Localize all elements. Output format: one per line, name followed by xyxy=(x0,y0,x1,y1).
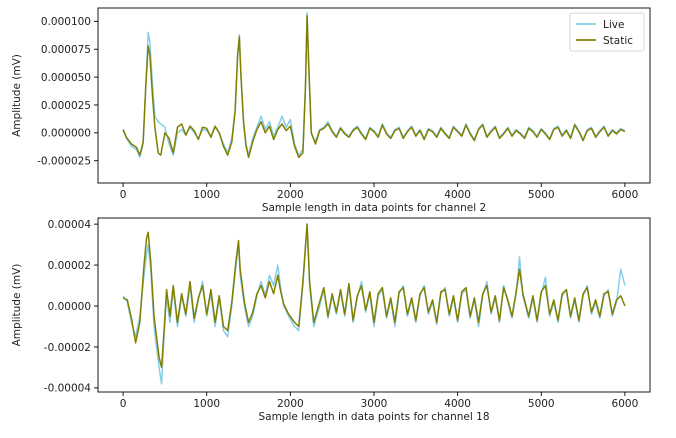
series-line-static xyxy=(122,15,626,159)
x-tick-label: 1000 xyxy=(193,398,220,410)
plot-frame xyxy=(97,7,651,184)
x-tick-label: 5000 xyxy=(528,189,555,201)
x-tick-label: 0 xyxy=(120,398,127,410)
x-tick-label: 2000 xyxy=(277,398,304,410)
ticks: 0 1000 2000 3000 4000 5000 6000 -0.00004 -0.0000… xyxy=(44,219,638,410)
y-tick-label: 0.000025 xyxy=(41,100,91,112)
x-tick-label: 2000 xyxy=(277,189,304,201)
legend-label-live: Live xyxy=(603,19,624,31)
x-tick-label: 5000 xyxy=(528,398,555,410)
y-tick-label: 0.000100 xyxy=(41,16,91,28)
y-axis-label: Amplitude (mV) xyxy=(11,54,23,137)
ticks: 0 1000 2000 3000 4000 5000 6000 -0.000025 0.0000… xyxy=(37,16,638,201)
x-axis-label: Sample length in data points for channel… xyxy=(258,411,489,423)
y-tick-label: 0.00002 xyxy=(48,260,91,272)
y-tick-label: 0.000000 xyxy=(41,128,91,140)
y-tick-label: -0.000025 xyxy=(37,156,91,168)
subplot-channel-18: 0 1000 2000 3000 4000 5000 6000 -0.00004 -0.0000… xyxy=(11,217,651,423)
series-layer xyxy=(122,223,626,385)
series-line-static xyxy=(122,223,626,369)
series-layer xyxy=(122,11,626,159)
x-tick-label: 4000 xyxy=(444,189,471,201)
x-tick-label: 3000 xyxy=(361,189,388,201)
y-tick-label: 0.000050 xyxy=(41,72,91,84)
subplot-channel-2: 0 1000 2000 3000 4000 5000 6000 -0.000025 0.0000… xyxy=(11,7,651,214)
y-tick-label: -0.00002 xyxy=(44,342,91,354)
legend-box xyxy=(569,12,645,52)
y-tick-label: 0.00000 xyxy=(48,301,91,313)
x-tick-label: 0 xyxy=(120,189,127,201)
legend-label-static: Static xyxy=(603,35,633,47)
x-tick-label: 1000 xyxy=(193,189,220,201)
series-line-live xyxy=(122,223,626,385)
y-tick-label: 0.000075 xyxy=(41,44,91,56)
x-tick-label: 3000 xyxy=(361,398,388,410)
y-tick-label: 0.00004 xyxy=(48,219,92,231)
y-tick-label: -0.00004 xyxy=(44,383,92,395)
legend: Live Static xyxy=(569,12,645,52)
x-axis-label: Sample length in data points for channel… xyxy=(262,202,486,214)
series-line-live xyxy=(122,11,626,159)
x-tick-label: 6000 xyxy=(612,398,639,410)
x-tick-label: 4000 xyxy=(444,398,471,410)
y-axis-label: Amplitude (mV) xyxy=(11,264,23,347)
x-tick-label: 6000 xyxy=(612,189,639,201)
